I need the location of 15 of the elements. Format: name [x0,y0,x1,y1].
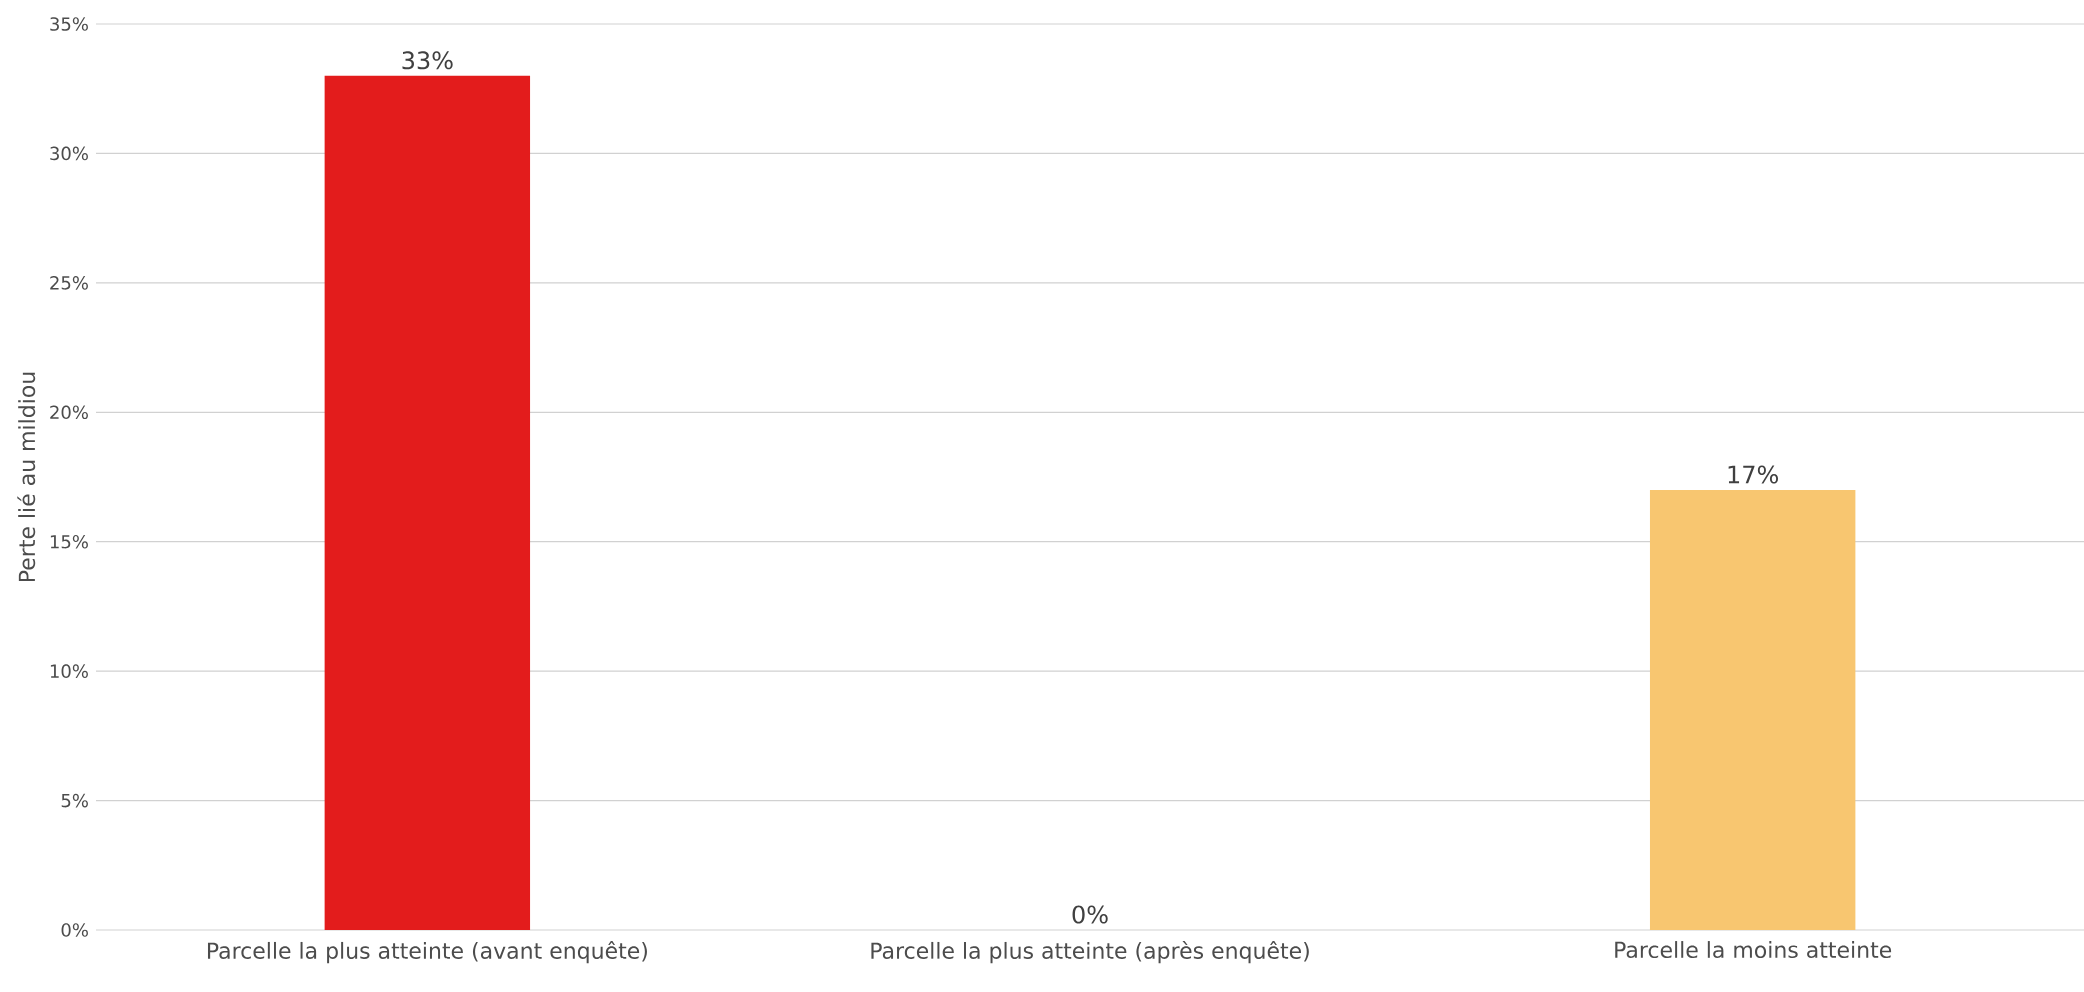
y-tick-label: 15% [50,534,88,549]
y-axis-title: Perte lié au mildiou [17,372,36,582]
y-tick-label: 5% [61,793,88,808]
x-tick-label: Parcelle la moins atteinte [1615,941,1892,959]
data-label: 17% [1728,465,1779,484]
y-tick-label: 0% [61,923,88,937]
y-tick-label: 25% [50,276,88,290]
y-tick-label: 30% [50,146,88,161]
x-tick-label: Parcelle la plus atteinte (après enquête) [871,941,1309,964]
x-tick-label: Parcelle la plus atteinte (avant enquête) [207,941,647,964]
data-label: 0% [1072,905,1108,924]
data-label: 33% [402,51,453,70]
y-tick-label: 35% [50,17,88,31]
y-tick-label: 10% [50,664,88,678]
y-tick-label: 20% [50,405,88,420]
